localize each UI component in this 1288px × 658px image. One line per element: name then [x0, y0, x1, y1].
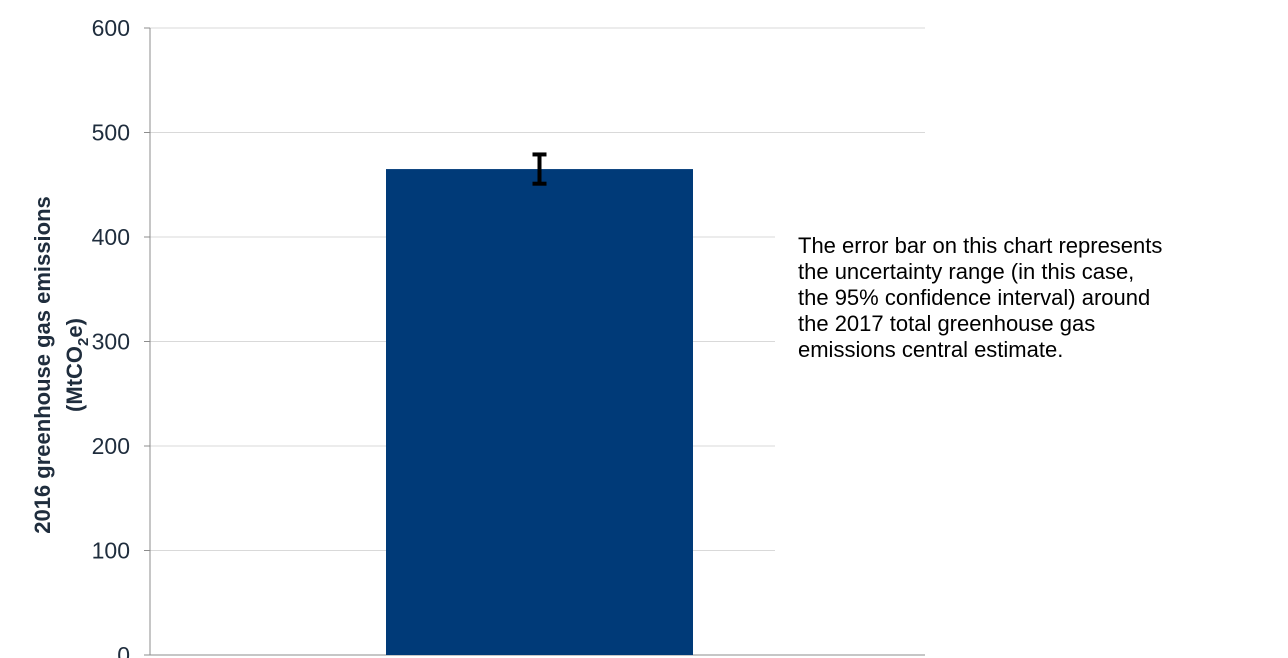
error-bars — [532, 152, 547, 186]
y-axis-title-line1: 2016 greenhouse gas emissions — [30, 196, 55, 534]
annotation-line: the uncertainty range (in this case, — [798, 259, 1135, 284]
annotation-line: the 2017 total greenhouse gas — [798, 311, 1096, 336]
y-tick-label: 200 — [92, 433, 130, 459]
y-axis-title-unit-suffix: e) — [62, 318, 87, 338]
chart-annotation: The error bar on this chart represents t… — [798, 233, 1288, 363]
bars — [386, 169, 693, 655]
annotation-line: emissions central estimate. — [798, 337, 1064, 362]
bar — [386, 169, 693, 655]
annotation-line: the 95% confidence interval) around — [798, 285, 1151, 310]
y-tick-label: 500 — [92, 120, 130, 146]
y-axis-title-unit-prefix: (MtCO — [62, 346, 87, 412]
y-axis-title-line2: (MtCO2e) — [62, 318, 92, 412]
y-tick-label: 400 — [92, 224, 130, 250]
annotation-line: The error bar on this chart represents — [798, 233, 1163, 258]
y-tick-label: 100 — [92, 538, 130, 564]
y-tick-label: 0 — [117, 642, 130, 658]
y-tick-label: 300 — [92, 329, 130, 355]
y-tick-label: 600 — [92, 15, 130, 41]
y-tick-labels: 0 100 200 300 400 500 600 — [92, 15, 130, 658]
y-axis-title-unit-subscript: 2 — [75, 338, 92, 346]
